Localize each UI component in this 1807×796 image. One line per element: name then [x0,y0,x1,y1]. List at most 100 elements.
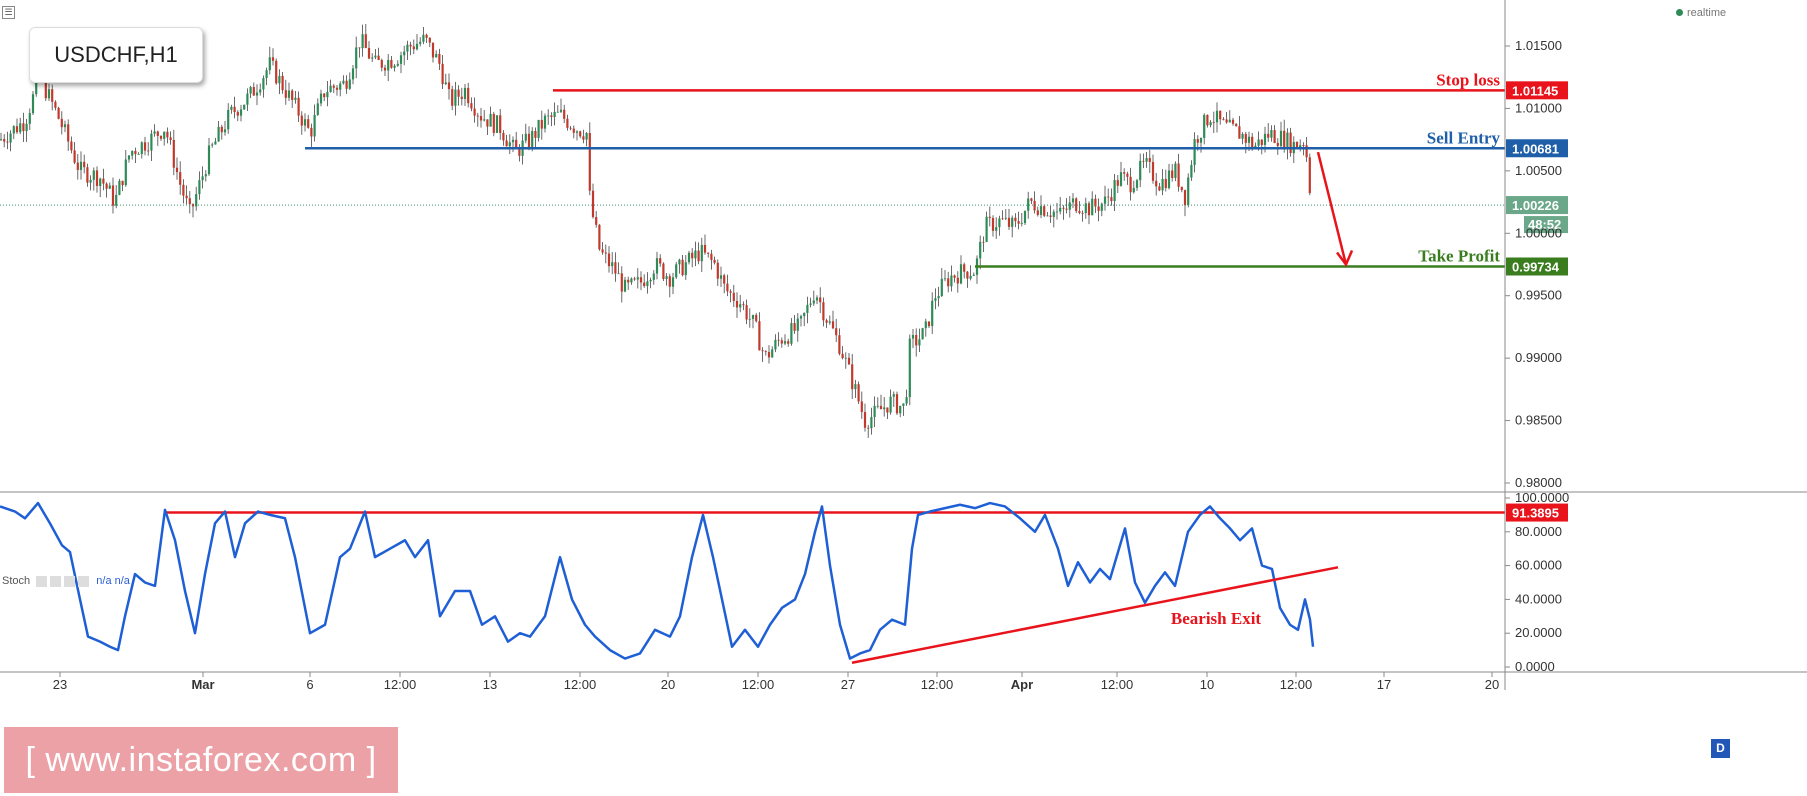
stoch-legend[interactable]: Stoch n/a n/a [2,575,130,587]
price-axis[interactable]: 1.01500 1.01000 1.00500 1.00000 0.99500 0.990… [1504,0,1569,690]
candle-body [860,401,863,413]
candle-body [415,43,419,50]
candle-body [1148,158,1151,162]
candle-body [51,89,54,102]
candle-body [908,338,911,398]
candle-body [1299,145,1302,149]
candle-body [1305,145,1308,158]
candle-body [787,341,790,344]
candle-body [924,321,927,329]
candle-body [502,132,505,141]
visibility-icon[interactable] [36,575,48,587]
candle-body [1097,206,1100,211]
stoch-tick-label: 80.0000 [1515,524,1562,539]
symbol-label[interactable]: USDCHF,H1 [29,27,203,83]
watermark: [ www.instaforex.com ] [4,727,398,793]
candle-body [297,97,300,116]
candle-body [348,79,351,89]
settings-icon[interactable] [50,575,62,587]
candle-body [1161,178,1164,191]
close-icon[interactable] [78,575,90,587]
trade-levels: Stop loss 1.01145 Sell Entry 1.00681 Take Pr… [0,70,1568,276]
candle-body [569,127,572,129]
candle-body [662,263,665,280]
candle-body [867,427,870,429]
price-tick-label: 0.98500 [1515,413,1562,428]
candle-body [310,127,313,137]
candle-body [668,276,671,287]
candle-body [774,339,777,350]
candle-body [972,274,975,276]
candle-body [313,114,316,137]
candle-body [966,271,969,279]
candle-body [601,249,604,253]
candle-body [563,109,566,119]
candle-body [367,48,371,59]
candle-body [67,124,70,142]
current-price-label: 1.00226 [1512,198,1559,213]
candle-body [431,42,435,58]
candle-body [1007,217,1011,227]
time-axis[interactable]: 23 Mar 6 12:00 13 12:00 20 12:00 27 12:00 Apr 12:00… [0,671,1807,692]
candle-body [1244,133,1247,143]
candle-body [1279,130,1283,147]
candle-body [847,357,851,365]
candle-body [1059,207,1062,212]
candle-body [447,82,451,90]
candle-body [76,162,79,170]
candle-body [758,321,761,351]
candle-body [831,321,835,329]
candle-body [1081,212,1084,214]
candle-body [9,133,12,143]
candle-body [886,407,889,413]
candle-body [1043,206,1046,216]
candle-body [1289,132,1292,154]
candle-body [857,384,860,402]
candle-body [873,405,876,418]
candle-body [255,92,259,96]
menu-icon[interactable]: ☰ [2,6,15,19]
candle-body [79,161,83,170]
candle-body [211,144,214,146]
d-badge[interactable]: D [1711,739,1730,758]
time-tick-label: Apr [1011,677,1033,692]
stoch-label: Stoch [2,575,31,587]
candle-body [870,417,873,429]
candle-body [844,357,847,359]
candle-body [137,154,140,155]
candle-body [438,53,441,64]
candle-body [179,172,182,185]
candle-body [537,119,540,138]
candle-body [441,63,444,85]
candle-body [236,112,239,116]
candle-body [435,53,438,58]
candle-body [931,300,934,327]
level-tag [1506,139,1568,158]
candle-body [399,55,403,64]
countdown-label: 48:52 [1528,217,1561,232]
stoch-tick-label: 40.0000 [1515,591,1562,606]
candle-body [614,262,617,274]
candle-body [719,275,723,279]
candle-body [745,305,748,320]
candle-body [351,68,355,80]
candle-body [166,131,169,138]
candle-body [943,278,947,280]
candle-body [419,41,422,44]
candle-body [1228,119,1231,123]
add-icon[interactable] [64,575,76,587]
candle-body [393,65,396,68]
candle-body [3,139,6,142]
candle-body [1001,218,1004,220]
candle-body [825,320,828,323]
level-tag-label: 1.00681 [1512,141,1559,156]
candle-body [646,281,649,287]
candle-body [1135,180,1139,188]
candle-body [684,262,687,276]
candle-body [1257,139,1260,146]
candle-body [371,57,374,59]
candle-body [585,132,588,140]
candle-body [1164,178,1167,189]
candle-body [31,94,35,114]
